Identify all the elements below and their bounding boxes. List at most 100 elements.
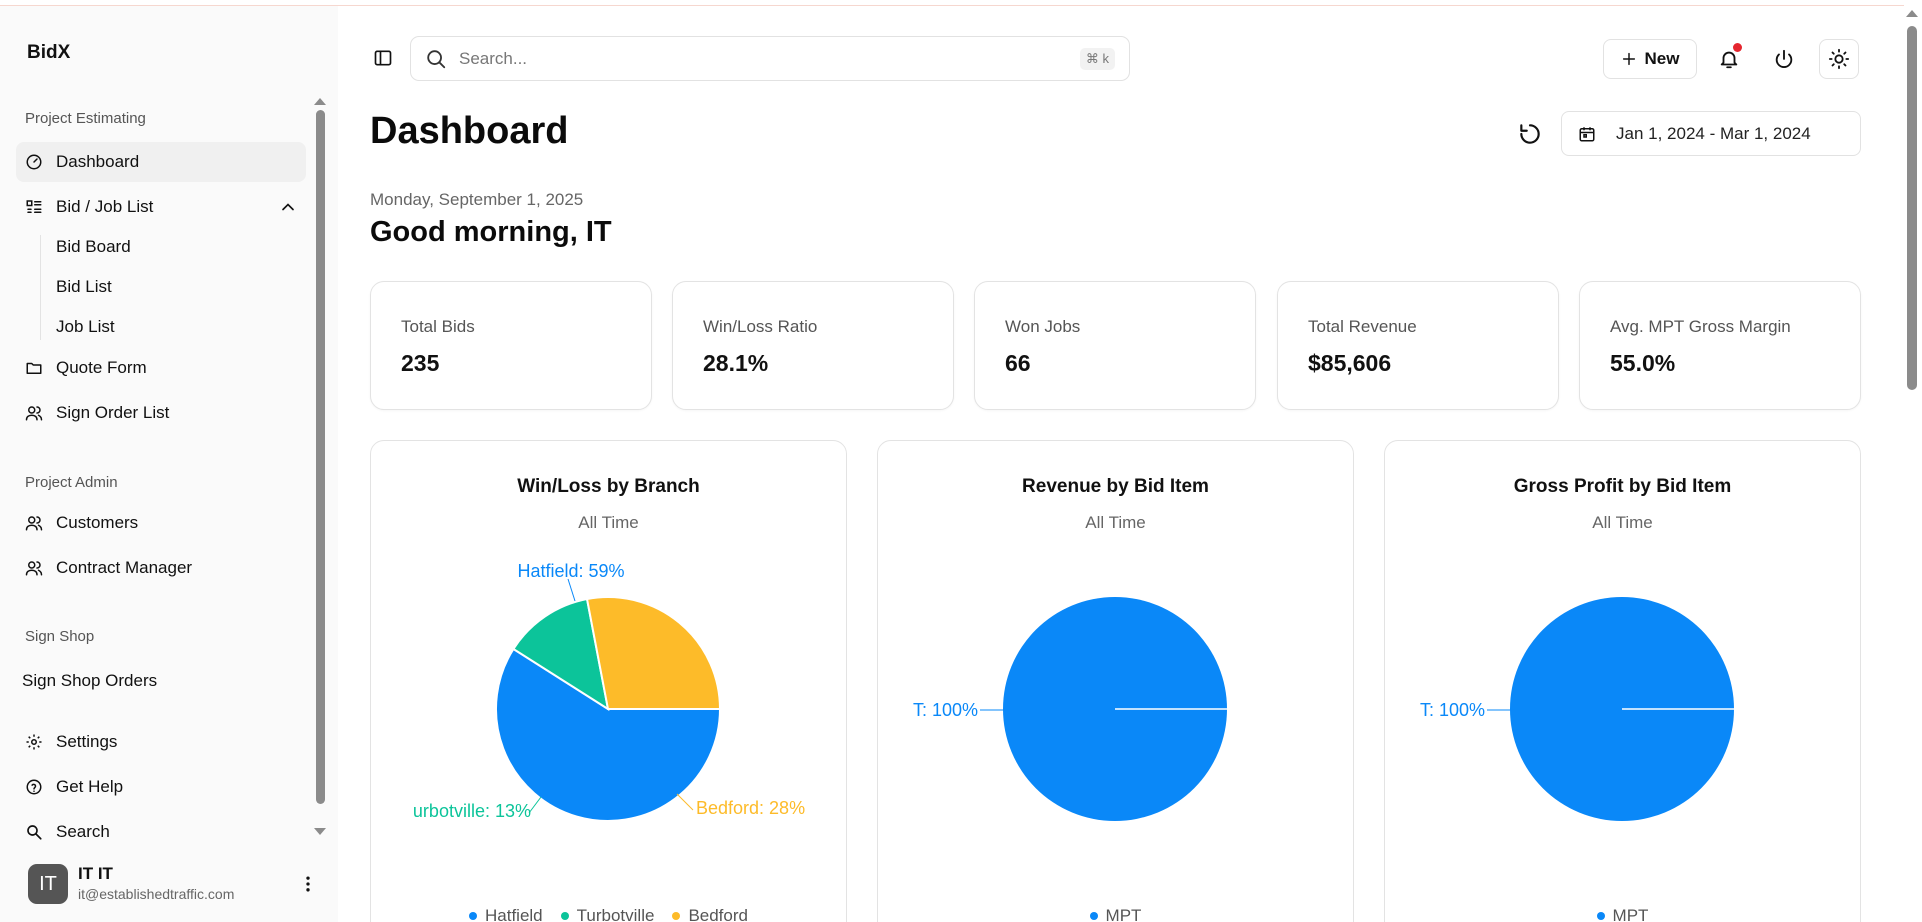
legend-item-turbotville[interactable]: Turbotville <box>560 906 654 922</box>
legend-item-mpt[interactable]: MPT <box>1596 906 1648 922</box>
folder-icon <box>24 358 44 378</box>
sidebar: BidX Project Estimating Dashboard Bid / … <box>0 6 338 922</box>
pie-slice-bedford[interactable] <box>585 596 722 710</box>
theme-toggle-button[interactable] <box>1819 39 1859 79</box>
chart-legend: MPT <box>1385 906 1860 922</box>
pie-label: T: 100% <box>913 700 978 720</box>
more-vertical-icon[interactable] <box>298 874 318 894</box>
new-button[interactable]: New <box>1603 39 1697 79</box>
chevron-up-icon[interactable] <box>278 197 298 217</box>
page-scroll-up-arrow-icon[interactable] <box>1906 10 1918 17</box>
legend-item-mpt[interactable]: MPT <box>1089 906 1141 922</box>
scroll-up-arrow-icon[interactable] <box>314 98 326 105</box>
sidebar-item-customers[interactable]: Customers <box>16 503 306 543</box>
window-top-edge <box>0 0 1922 6</box>
submenu-guide-line <box>40 235 41 340</box>
user-profile[interactable]: IT IT IT it@establishedtraffic.com <box>28 864 318 908</box>
date-range-picker[interactable]: Jan 1, 2024 - Mar 1, 2024 <box>1561 111 1861 156</box>
stat-card-avg-mpt-gross-margin: Avg. MPT Gross Margin 55.0% <box>1579 281 1861 410</box>
pie-label: Bedford: 28% <box>696 798 805 818</box>
notification-dot <box>1733 43 1742 52</box>
pie-label-leader <box>528 796 542 814</box>
pie-slice-turbotville[interactable] <box>512 597 610 712</box>
search-bar[interactable]: ⌘ k <box>410 36 1130 81</box>
legend-item-bedford[interactable]: Bedford <box>672 906 748 922</box>
sidebar-item-label: Settings <box>56 732 118 751</box>
sidebar-scrollbar-thumb[interactable] <box>316 110 325 804</box>
sidebar-subitem-job-list[interactable]: Job List <box>56 317 115 336</box>
stat-value: 235 <box>401 350 440 376</box>
stat-card-win-loss-ratio: Win/Loss Ratio 28.1% <box>672 281 954 410</box>
sidebar-item-quote-form[interactable]: Quote Form <box>16 348 306 388</box>
section-label-project-estimating: Project Estimating <box>25 110 146 127</box>
page-title: Dashboard <box>370 110 569 152</box>
sidebar-item-dashboard[interactable]: Dashboard <box>16 142 306 182</box>
sidebar-item-label: Quote Form <box>56 358 147 377</box>
bell-icon <box>1720 51 1738 69</box>
sidebar-item-label: Customers <box>56 513 139 532</box>
refresh-icon[interactable] <box>1517 121 1543 147</box>
user-icon <box>24 403 44 423</box>
chart-card-gross-profit-by-bid-item: Gross Profit by Bid Item All Time T: 100… <box>1384 440 1861 922</box>
sidebar-item-sign-order-list[interactable]: Sign Order List <box>16 393 306 433</box>
pie-slice-hatfield[interactable] <box>495 647 722 822</box>
sidebar-item-label: Sign Shop Orders <box>22 671 158 690</box>
sidebar-item-label: Dashboard <box>56 152 140 171</box>
stat-card-total-revenue: Total Revenue $85,606 <box>1277 281 1559 410</box>
sidebar-subitem-bid-list[interactable]: Bid List <box>56 277 112 296</box>
sidebar-item-label: Contract Manager <box>56 558 193 577</box>
sidebar-item-label: Search <box>56 822 110 841</box>
current-date: Monday, September 1, 2025 <box>370 190 584 209</box>
users-icon <box>24 513 44 533</box>
chart-subtitle: All Time <box>1592 513 1653 532</box>
pie-label: T: 100% <box>1420 700 1485 720</box>
list-icon <box>24 197 44 217</box>
user-name: IT IT <box>78 864 113 883</box>
greeting: Good morning, IT <box>370 216 612 248</box>
pie-label: urbotville: 13% <box>413 801 531 821</box>
sidebar-subitem-bid-board[interactable]: Bid Board <box>56 237 131 256</box>
power-icon <box>1775 49 1793 68</box>
stat-label: Total Bids <box>401 317 475 336</box>
chart-title: Gross Profit by Bid Item <box>1513 476 1732 497</box>
page-scrollbar-thumb[interactable] <box>1907 26 1917 390</box>
sidebar-item-label: Get Help <box>56 777 124 796</box>
pie-chart: T: 100% <box>913 597 1227 821</box>
stat-value: $85,606 <box>1308 350 1392 376</box>
sidebar-item-bid-job-list[interactable]: Bid / Job List <box>16 187 306 227</box>
sidebar-item-contract-manager[interactable]: Contract Manager <box>16 548 306 588</box>
chart-card-win-loss-by-branch: Win/Loss by Branch All Time Hatfield: 59… <box>370 440 847 922</box>
search-shortcut-badge: ⌘ k <box>1079 48 1115 70</box>
gauge-icon <box>24 152 44 172</box>
app-brand[interactable]: BidX <box>27 42 71 63</box>
pie-label-leader <box>567 578 576 602</box>
power-button[interactable] <box>1764 39 1804 79</box>
chart-subtitle: All Time <box>1085 513 1146 532</box>
sidebar-item-label: Bid / Job List <box>56 197 154 216</box>
sidebar-item-search[interactable]: Search <box>16 812 306 846</box>
user-email: it@establishedtraffic.com <box>78 886 235 902</box>
stat-value: 55.0% <box>1610 350 1676 376</box>
stat-label: Avg. MPT Gross Margin <box>1610 317 1791 336</box>
avatar: IT <box>28 864 68 904</box>
users-icon <box>24 558 44 578</box>
chart-title: Revenue by Bid Item <box>1022 476 1209 497</box>
section-label-sign-shop: Sign Shop <box>25 628 95 645</box>
date-range-value: Jan 1, 2024 - Mar 1, 2024 <box>1616 123 1811 143</box>
new-button-label: New <box>1644 49 1680 68</box>
notifications-button[interactable] <box>1709 39 1749 79</box>
chart-subtitle: All Time <box>578 513 639 532</box>
plus-icon <box>1622 52 1635 66</box>
sidebar-item-sign-shop-orders[interactable]: Sign Shop Orders <box>14 661 304 701</box>
sidebar-toggle-icon[interactable] <box>373 48 393 68</box>
search-icon <box>24 822 44 842</box>
legend-item-hatfield[interactable]: Hatfield <box>469 906 543 922</box>
stat-card-won-jobs: Won Jobs 66 <box>974 281 1256 410</box>
stat-value: 66 <box>1005 350 1031 376</box>
sidebar-item-get-help[interactable]: Get Help <box>16 767 306 807</box>
pie-chart: Hatfield: 59% urbotville: 13% Bedford: 28% <box>413 561 805 822</box>
stat-card-total-bids: Total Bids 235 <box>370 281 652 410</box>
scroll-down-arrow-icon[interactable] <box>314 828 326 835</box>
sidebar-item-settings[interactable]: Settings <box>16 722 306 762</box>
search-input[interactable] <box>459 48 1019 69</box>
